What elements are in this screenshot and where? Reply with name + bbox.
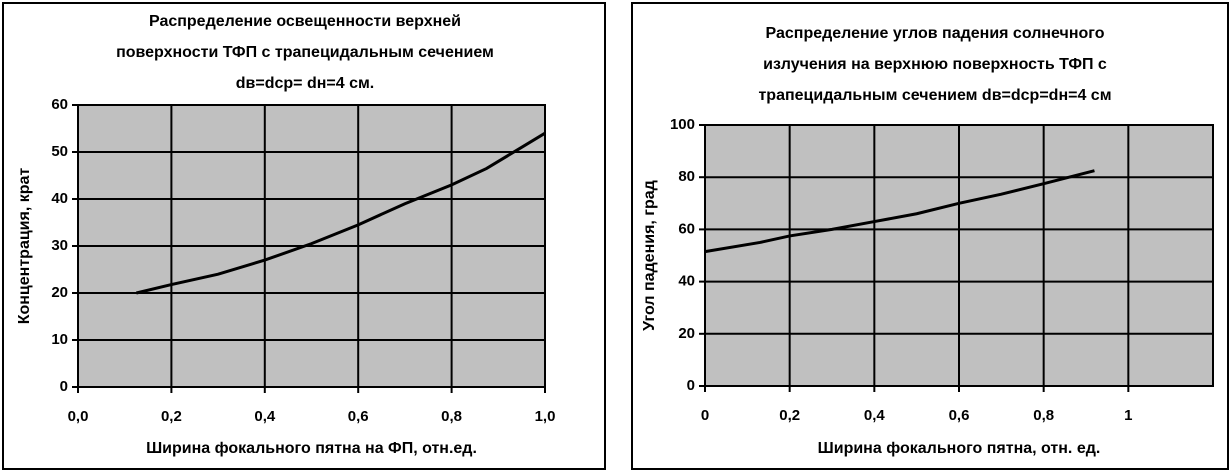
- y-tick-label: 30: [51, 237, 68, 254]
- x-tick-label: 0,2: [779, 407, 800, 424]
- y-tick-label: 100: [670, 116, 695, 133]
- y-axis-label: Концентрация, крат: [16, 168, 33, 325]
- y-axis-label: Угол падения, град: [641, 180, 658, 331]
- y-tick-label: 50: [51, 143, 68, 160]
- y-tick-label: 40: [678, 273, 695, 290]
- chart-title: поверхности ТФП с трапецидальным сечение…: [116, 44, 494, 61]
- x-tick-label: 0,0: [68, 408, 89, 425]
- chart-title: Распределение освещенности верхней: [149, 13, 461, 30]
- y-tick-label: 10: [51, 331, 68, 348]
- x-tick-label: 0,8: [441, 408, 462, 425]
- x-tick-label: 0,6: [348, 408, 369, 425]
- x-axis-label: Ширина фокального пятна, отн. ед.: [818, 440, 1101, 457]
- y-tick-label: 0: [60, 378, 68, 395]
- x-tick-label: 0: [701, 407, 709, 424]
- data-line: [136, 131, 546, 295]
- data-line: [704, 169, 1095, 254]
- x-tick-label: 1,0: [535, 408, 556, 425]
- y-tick-label: 40: [51, 190, 68, 207]
- y-tick-label: 60: [51, 96, 68, 113]
- y-tick-label: 80: [678, 168, 695, 185]
- x-tick-label: 0,4: [254, 408, 276, 425]
- x-tick-label: 0,8: [1033, 407, 1054, 424]
- x-tick-label: 1: [1124, 407, 1132, 424]
- y-tick-label: 20: [51, 284, 68, 301]
- chart-title: трапецидальным сечением dв=dср=dн=4 см: [758, 87, 1111, 104]
- chart-title: dв=dср= dн=4 см.: [236, 75, 375, 92]
- y-tick-label: 60: [678, 220, 695, 237]
- y-tick-label: 0: [687, 377, 695, 394]
- x-axis-label: Ширина фокального пятна на ФП, отн.ед.: [146, 440, 477, 457]
- chart-title: Распределение углов падения солнечного: [766, 25, 1105, 42]
- x-tick-label: 0,6: [949, 407, 970, 424]
- chart-title: излучения на верхнюю поверхность ТФП с: [763, 56, 1107, 73]
- y-tick-label: 20: [678, 325, 695, 342]
- x-tick-label: 0,2: [161, 408, 182, 425]
- x-tick-label: 0,4: [864, 407, 886, 424]
